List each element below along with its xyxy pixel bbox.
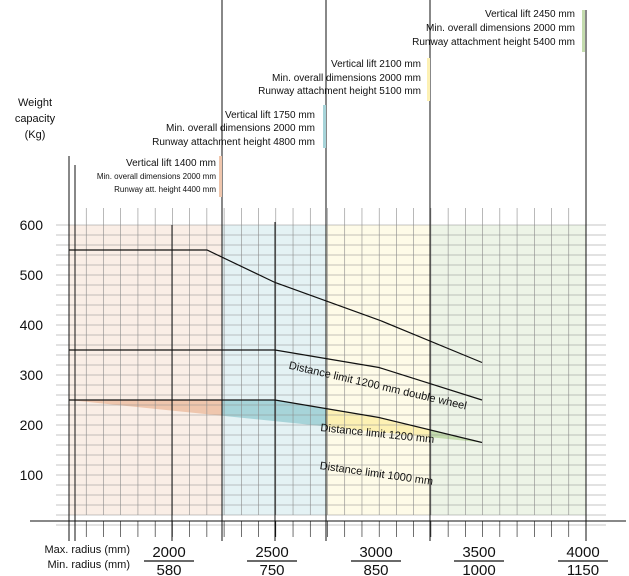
x-min-radius-value: 850 [363, 562, 388, 576]
zone-3-light [326, 225, 430, 515]
x-axis-min-radius-label: Min. radius (mm) [47, 559, 130, 571]
zone-header-text: Vertical lift 2100 mm [331, 59, 421, 70]
x-min-radius-value: 1000 [462, 562, 495, 576]
zone-header-color-bar [219, 156, 222, 197]
y-axis-label-line-1: Weight [18, 97, 52, 109]
x-max-radius-value: 4000 [566, 544, 599, 561]
x-min-radius-value: 750 [259, 562, 284, 576]
zone-header-text: Min. overall dimensions 2000 mm [272, 73, 421, 84]
zone-header-text: Vertical lift 1400 mm [126, 158, 216, 169]
zone-header-color-bar [582, 10, 585, 52]
y-axis-label-line-2: capacity [15, 113, 56, 125]
zone-header-text: Vertical lift 2450 mm [485, 9, 575, 20]
zone-2-light [222, 225, 326, 515]
y-axis-label-line-3: (Kg) [25, 129, 46, 141]
zone-header-text: Min. overall dimensions 2000 mm [166, 123, 315, 134]
zone-header-text: Min. overall dimensions 2000 mm [426, 23, 575, 34]
capacity-curve [69, 399, 483, 444]
capacity-curve [69, 249, 483, 364]
zone-4-light [430, 225, 586, 515]
x-min-radius-value: 1150 [567, 562, 599, 576]
zone-header-color-bar [427, 58, 430, 101]
y-tick-label: 200 [20, 417, 44, 433]
zone-header-color-bar [323, 105, 326, 148]
zone-header-text: Min. overall dimensions 2000 mm [97, 172, 216, 181]
y-tick-label: 100 [20, 467, 44, 483]
zone-1-light [69, 225, 222, 515]
zone-header-text: Runway attachment height 4800 mm [152, 137, 315, 148]
x-axis-max-radius-label: Max. radius (mm) [44, 544, 130, 556]
y-tick-label: 400 [20, 317, 44, 333]
zone-header-text: Runway attachment height 5100 mm [258, 86, 421, 97]
x-max-radius-value: 2500 [255, 544, 288, 561]
zone-header-text: Runway att. height 4400 mm [114, 185, 216, 194]
y-tick-label: 600 [20, 217, 44, 233]
x-max-radius-value: 3500 [462, 544, 495, 561]
y-tick-label: 300 [20, 367, 44, 383]
zone-header-text: Vertical lift 1750 mm [225, 110, 315, 121]
x-max-radius-value: 3000 [359, 544, 392, 561]
zone-header-text: Runway attachment height 5400 mm [412, 37, 575, 48]
x-max-radius-value: 2000 [152, 544, 185, 561]
capacity-curve [69, 349, 483, 401]
y-tick-label: 500 [20, 267, 44, 283]
x-min-radius-value: 580 [156, 562, 181, 576]
